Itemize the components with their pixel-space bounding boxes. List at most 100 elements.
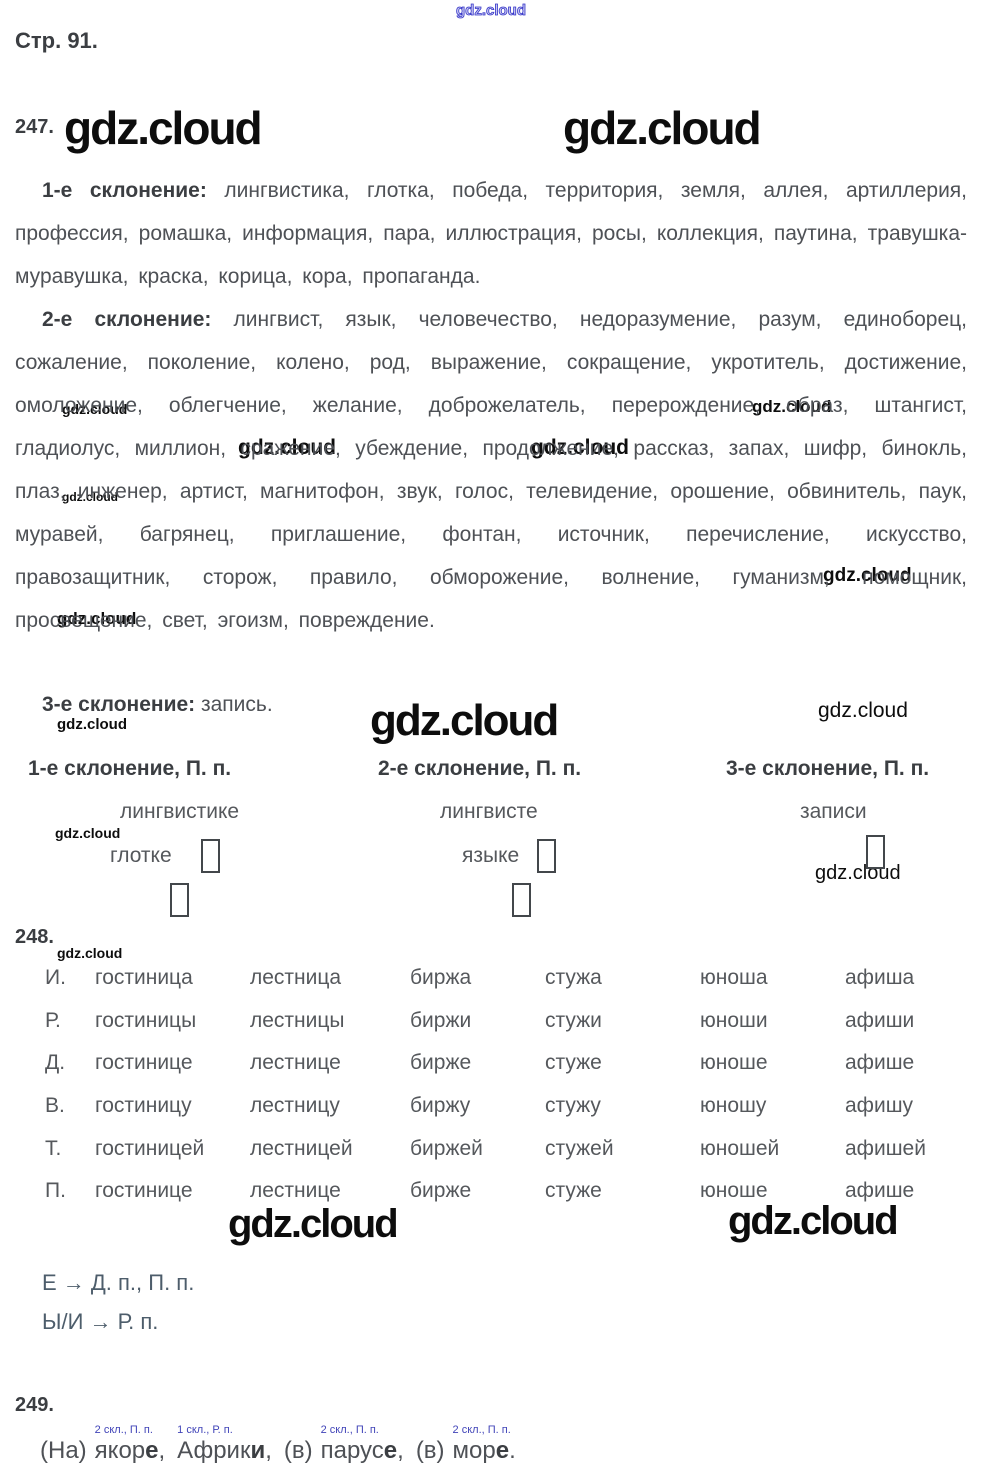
case-label: Д. (45, 1051, 66, 1075)
table-cell: лестнице (250, 1051, 341, 1075)
table-cell: лингвисте (440, 800, 538, 823)
case-declension-table: И. гостиница лестница биржа стужа юноша … (45, 966, 926, 1222)
table-cell: биржи (410, 1008, 472, 1032)
table-header-declension-2: 2-е склонение, П. п. (378, 757, 582, 780)
table-cell: лестницей (250, 1136, 353, 1160)
table-cell: записи (800, 800, 867, 823)
word-ending: и (250, 1437, 266, 1464)
annotated-answer-line: (На) 2 скл., П. п. якоре, 1 скл., Р. п. … (40, 1424, 516, 1465)
empty-ending-box (170, 883, 189, 917)
table-cell: стужу (545, 1094, 601, 1118)
table-cell: лестнице (250, 1179, 341, 1203)
table-cell: юноши (700, 1008, 768, 1032)
gdz-watermark: gdz.cloud (752, 397, 832, 416)
separator: , (158, 1437, 166, 1464)
word-stem: Африк (177, 1437, 251, 1464)
gdz-watermark: gdz.cloud (228, 1202, 399, 1246)
case-annotation: 2 скл., П. п. (452, 1424, 511, 1436)
word-stem: якор (94, 1437, 146, 1464)
table-cell: гостиница (95, 966, 193, 989)
word-ending: е (495, 1437, 510, 1464)
table-cell: бирже (410, 1179, 472, 1203)
table-header-declension-1: 1-е склонение, П. п. (28, 757, 232, 780)
case-label: Р. (45, 1008, 61, 1032)
empty-ending-box (201, 839, 220, 873)
empty-ending-box (866, 835, 885, 869)
table-cell: лестница (250, 966, 342, 989)
table-cell: гостиницу (95, 1094, 192, 1118)
table-cell: афишу (845, 1094, 914, 1118)
gdz-watermark: gdz.cloud (815, 862, 901, 884)
gdz-watermark: gdz.cloud (57, 716, 127, 733)
table-cell: лестницы (250, 1008, 345, 1032)
declension-1-words: лингвистика, глотка, победа, территория,… (15, 179, 967, 288)
separator: . (509, 1437, 516, 1464)
case-annotation: 2 скл., П. п. (320, 1424, 379, 1436)
table-cell: афишей (845, 1136, 926, 1160)
case-annotation: 1 скл., Р. п. (177, 1424, 233, 1436)
word-stem: мор (452, 1437, 496, 1464)
gdz-watermark: gdz.cloud (818, 699, 908, 722)
gdz-watermark: gdz.cloud (62, 401, 128, 417)
case-annotation: 2 скл., П. п. (94, 1424, 153, 1436)
table-cell: стужа (545, 966, 602, 989)
table-cell: стужи (545, 1008, 602, 1032)
declension-3-words: запись. (201, 693, 273, 716)
table-cell: афише (845, 1179, 915, 1203)
declension-2-paragraph: 2-е склонение: лингвист, язык, человечес… (15, 298, 967, 642)
table-cell: юноша (700, 966, 768, 989)
declension-2-words: лингвист, язык, человечество, недоразуме… (15, 308, 967, 632)
table-cell: бирже (410, 1051, 472, 1075)
table-cell: гостинице (95, 1179, 193, 1203)
case-label: П. (45, 1179, 66, 1203)
table-cell: биржу (410, 1094, 471, 1118)
table-cell: афиши (845, 1008, 915, 1032)
word-ending: е (145, 1437, 159, 1464)
separator: , (397, 1437, 404, 1464)
gdz-watermark: gdz.cloud (531, 436, 629, 459)
table-cell: афише (845, 1051, 915, 1075)
table-cell: стуже (545, 1179, 602, 1203)
declension-1-paragraph: 1-е склонение: лингвистика, глотка, побе… (15, 169, 967, 298)
gdz-watermark: gdz.cloud (57, 609, 137, 628)
exercise-number-249: 249. (15, 1394, 54, 1416)
table-cell: лингвистике (120, 800, 240, 823)
table-cell: глотке (110, 844, 172, 867)
case-label: И. (45, 966, 66, 989)
exercise-number-247: 247. (15, 116, 54, 138)
ending-rule-y-i: Ы/И → Р. п. (42, 1309, 159, 1334)
case-label: В. (45, 1094, 65, 1118)
gdz-watermark: gdz.cloud (238, 436, 336, 459)
gdz-watermark: gdz.cloud (62, 490, 118, 504)
table-cell: юноше (700, 1051, 768, 1075)
table-cell: гостиницей (95, 1136, 205, 1160)
gdz-watermark: gdz.cloud (64, 102, 263, 154)
declension-1-label: 1-е склонение: (42, 179, 207, 202)
table-cell: афиша (845, 966, 915, 989)
declension-3-paragraph: 3-е склонение: запись. (15, 683, 967, 726)
table-cell: гостинице (95, 1051, 193, 1075)
gdz-watermark: gdz.cloud (456, 2, 527, 20)
table-cell: гостиницы (95, 1008, 197, 1032)
preposition: (в) (415, 1437, 445, 1464)
ending-rule-e: Е → Д. п., П. п. (42, 1270, 195, 1295)
preposition: (в) (283, 1437, 313, 1464)
exercise-number-248: 248. (15, 926, 54, 948)
gdz-watermark: gdz.cloud (55, 825, 121, 841)
table-cell: лестницу (250, 1094, 340, 1118)
gdz-watermark: gdz.cloud (563, 102, 762, 154)
annotated-word: 2 скл., П. п. парусе, (321, 1424, 404, 1465)
annotated-word: 2 скл., П. п. море. (453, 1424, 516, 1465)
empty-ending-box (512, 883, 531, 917)
table-cell: юноше (700, 1179, 768, 1203)
gdz-watermark: gdz.cloud (57, 945, 123, 961)
word-ending: е (383, 1437, 398, 1464)
separator: , (265, 1437, 272, 1464)
gdz-watermark: gdz.cloud (823, 565, 912, 586)
page-title: Стр. 91. (15, 28, 98, 53)
word-stem: парус (320, 1437, 384, 1464)
table-cell: юношу (700, 1094, 767, 1118)
gdz-watermark: gdz.cloud (370, 696, 559, 745)
annotated-word: 1 скл., Р. п. Африки, (177, 1424, 272, 1465)
